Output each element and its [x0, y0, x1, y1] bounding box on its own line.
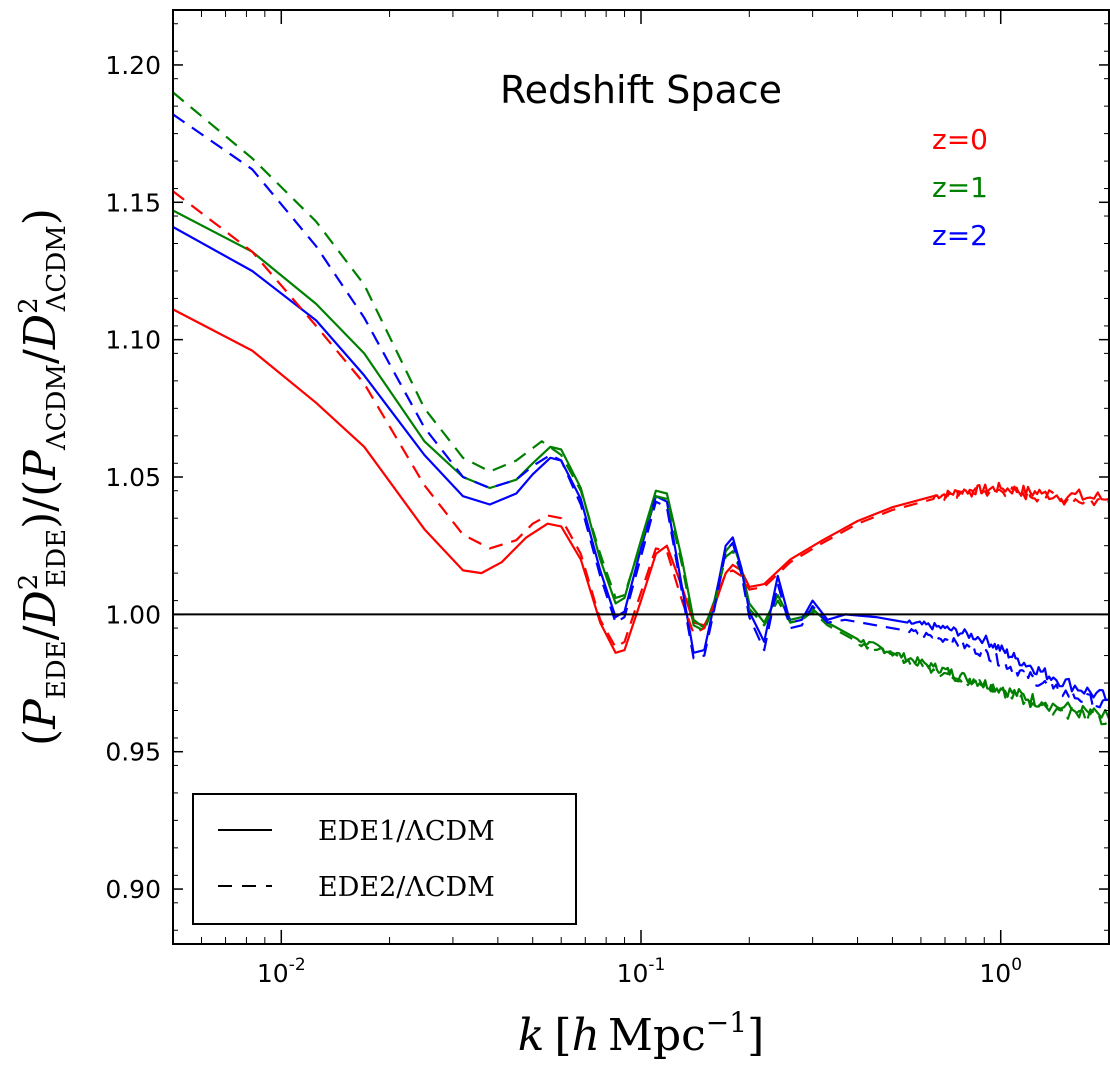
series-ede2-z1-line: [173, 91, 1109, 726]
series-layer: [173, 91, 1109, 726]
x-tick-label: 10-2: [257, 955, 306, 988]
series-ede1-z0-line: [173, 308, 1109, 654]
legend-label-ede1: EDE1/ΛCDM: [318, 816, 495, 847]
legend: EDE1/ΛCDM EDE2/ΛCDM: [192, 793, 577, 925]
legend-label-ede2: EDE2/ΛCDM: [318, 872, 495, 903]
y-tick-label: 1.05: [105, 463, 161, 492]
redshift-label-z1: z=1: [932, 171, 988, 204]
y-tick-label: 0.90: [105, 875, 161, 904]
series-ede1-z1-line: [173, 209, 1109, 720]
axis-ticks: 0.90 0.95 1.00 1.05 1.10 1.15 1.20 10-2 10-1 100: [105, 10, 1110, 988]
y-tick-label: 1.20: [105, 51, 161, 80]
series-ede2-z0-line: [173, 190, 1109, 649]
y-tick-label: 1.00: [105, 600, 161, 629]
y-tick-label: 1.15: [105, 188, 161, 217]
x-tick-label: 10-1: [617, 955, 666, 988]
series-ede1-z2-line: [173, 226, 1109, 702]
y-tick-label: 0.95: [105, 738, 161, 767]
redshift-label-z2: z=2: [932, 219, 988, 252]
x-axis-label: k [h Mpc−1]: [518, 1006, 765, 1061]
y-tick-label: 1.10: [105, 326, 161, 355]
y-axis-label: (PEDE/D2EDE)/(PΛCDM/D2ΛCDM): [14, 208, 72, 746]
chart-title: Redshift Space: [500, 68, 782, 112]
redshift-label-z0: z=0: [932, 123, 988, 156]
x-tick-label: 100: [979, 955, 1022, 988]
legend-frame: [192, 793, 577, 925]
series-ede2-z2-line: [173, 113, 1109, 711]
redshift-labels: z=0 z=1 z=2: [932, 123, 988, 252]
